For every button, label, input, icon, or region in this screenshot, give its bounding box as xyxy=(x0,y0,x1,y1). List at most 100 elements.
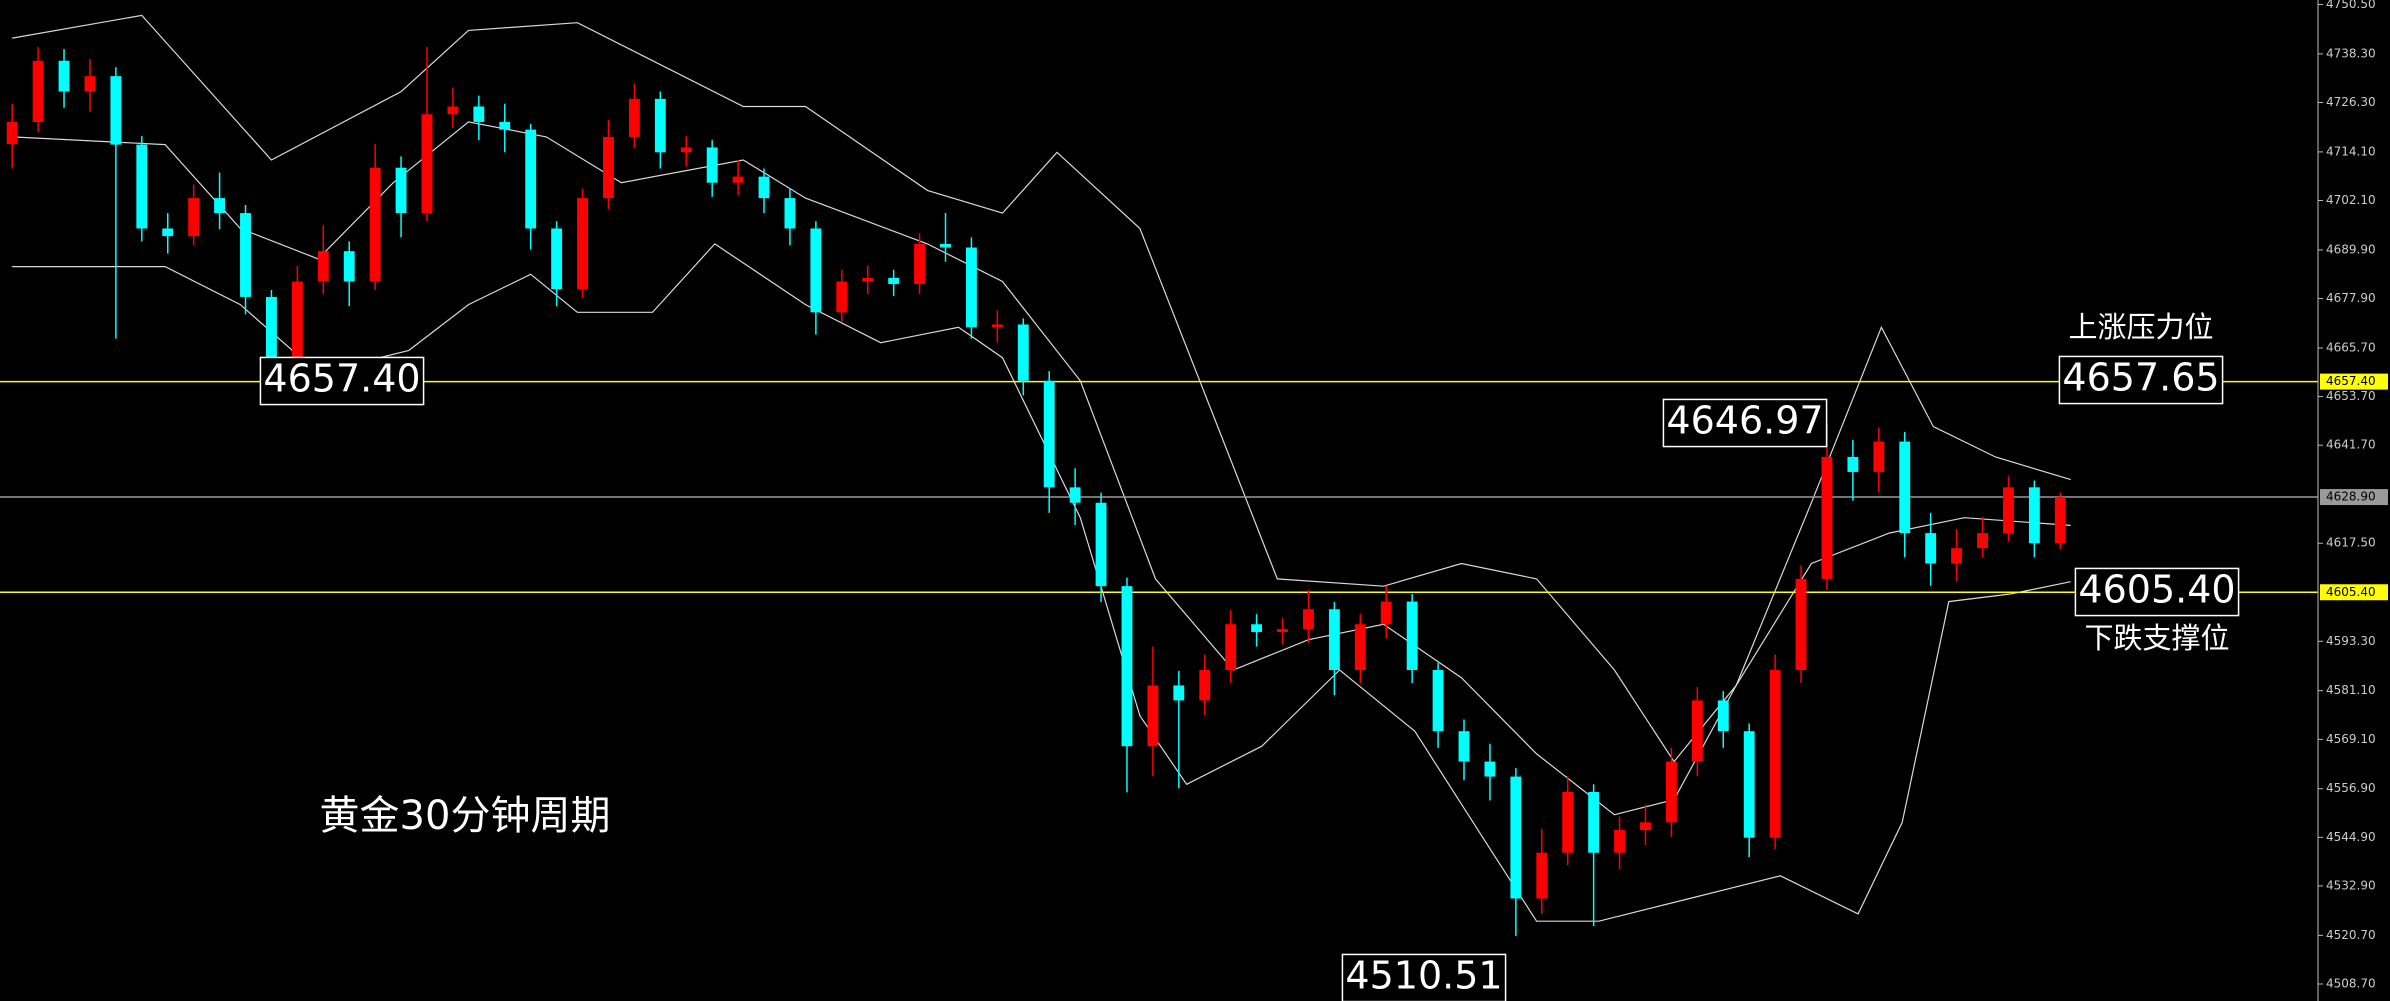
candle-body xyxy=(1691,700,1703,762)
candle-body xyxy=(2003,487,2014,534)
candle-body xyxy=(706,147,718,183)
candle-body xyxy=(1251,624,1263,632)
candle-body xyxy=(654,98,666,153)
price-tag xyxy=(2320,373,2388,390)
y-tick-label: 4714.10 xyxy=(2326,144,2376,158)
candle-body xyxy=(1925,533,1937,564)
y-tick-label: 4581.10 xyxy=(2326,683,2376,697)
annotation-box xyxy=(1662,398,1828,448)
candle-body xyxy=(1147,685,1159,747)
candle-body xyxy=(914,243,926,284)
candle-body xyxy=(421,114,433,214)
candle-body xyxy=(1225,624,1237,671)
candle-body xyxy=(2028,487,2040,544)
candle-body xyxy=(836,281,848,313)
candle-body xyxy=(1977,533,1988,549)
candle-body xyxy=(1640,822,1651,831)
candle-body xyxy=(1510,776,1522,899)
annotation-box xyxy=(259,356,425,406)
y-tick-label: 4702.10 xyxy=(2326,193,2376,207)
price-tag-label: 4657.40 xyxy=(2326,374,2376,388)
candle-body xyxy=(1743,731,1755,838)
y-tick-label: 4569.10 xyxy=(2326,732,2376,746)
candle-body xyxy=(940,243,951,248)
candle-body xyxy=(1121,586,1133,747)
candle-body xyxy=(1873,441,1885,472)
y-tick-label: 4641.70 xyxy=(2326,438,2376,452)
annotation: 4510.51 xyxy=(1345,954,1502,998)
price-tag-label: 4628.90 xyxy=(2326,490,2376,504)
candle-body xyxy=(1847,456,1859,472)
candle-body xyxy=(810,228,822,313)
candle-body xyxy=(1095,502,1107,587)
candle-body xyxy=(1821,456,1833,579)
annotation: 上涨压力位 xyxy=(2068,310,2213,344)
annotation: 4646.97 xyxy=(1666,399,1823,443)
y-tick-label: 4726.30 xyxy=(2326,95,2376,109)
price-tag xyxy=(2320,489,2388,506)
y-tick-label: 4677.90 xyxy=(2326,291,2376,305)
candle-body xyxy=(317,251,329,282)
candle-body xyxy=(732,176,744,183)
candle-body xyxy=(240,213,251,297)
annotation-box xyxy=(1341,953,1507,1001)
y-tick-label: 4532.90 xyxy=(2326,878,2376,892)
candle-body xyxy=(1614,830,1626,853)
candle-body xyxy=(1899,441,1911,534)
annotation: 4657.65 xyxy=(2062,356,2219,400)
candle-body xyxy=(447,106,459,115)
candle-body xyxy=(473,106,485,122)
y-tick-label: 4593.30 xyxy=(2326,634,2376,648)
candle-body xyxy=(1354,624,1366,671)
candle-body xyxy=(136,144,148,229)
candle-body xyxy=(1406,601,1418,671)
candle-body xyxy=(499,121,511,130)
candle-body xyxy=(214,198,226,214)
candle-body xyxy=(1951,548,1963,564)
y-tick-label: 4520.70 xyxy=(2326,928,2376,942)
candle-body xyxy=(291,281,303,358)
candle-body xyxy=(1484,761,1496,777)
candle-body xyxy=(110,76,122,145)
y-tick-label: 4544.90 xyxy=(2326,830,2376,844)
candle-body xyxy=(1432,670,1444,732)
candle-body xyxy=(628,98,640,137)
candle-body xyxy=(1458,731,1470,762)
candle-body xyxy=(369,167,381,282)
candle-body xyxy=(1199,670,1211,701)
annotation-box xyxy=(2074,567,2240,617)
candle-body xyxy=(1173,685,1185,701)
candle-body xyxy=(1017,324,1029,381)
candle-body xyxy=(680,147,692,153)
candle-body xyxy=(965,247,977,328)
y-tick-label: 4617.50 xyxy=(2326,536,2376,550)
bollinger-band xyxy=(12,14,2071,763)
candle-body xyxy=(265,296,277,358)
candle-body xyxy=(1665,761,1677,823)
candle-body xyxy=(1277,629,1288,632)
annotation: 4605.40 xyxy=(2078,568,2235,612)
y-tick-label: 4665.70 xyxy=(2326,340,2376,354)
bollinger-band xyxy=(12,243,2071,922)
candle-body xyxy=(188,198,200,237)
candle-body xyxy=(1328,609,1340,671)
candle-body xyxy=(32,60,44,122)
candle-body xyxy=(2054,497,2066,544)
y-tick-label: 4556.90 xyxy=(2326,781,2376,795)
annotation: 4657.40 xyxy=(263,357,420,401)
y-tick-label: 4508.70 xyxy=(2326,976,2376,990)
price-tag-label: 4605.40 xyxy=(2326,585,2376,599)
candle-body xyxy=(1303,609,1314,630)
candle-body xyxy=(1588,791,1600,853)
y-tick-label: 4689.90 xyxy=(2326,242,2376,256)
annotation: 下跌支撑位 xyxy=(2084,621,2229,655)
candle-body xyxy=(862,277,874,282)
candle-body xyxy=(1536,852,1548,899)
candle-body xyxy=(395,167,407,214)
candle-body xyxy=(1769,670,1781,838)
candle-body xyxy=(577,198,588,290)
candle-body xyxy=(525,129,537,229)
